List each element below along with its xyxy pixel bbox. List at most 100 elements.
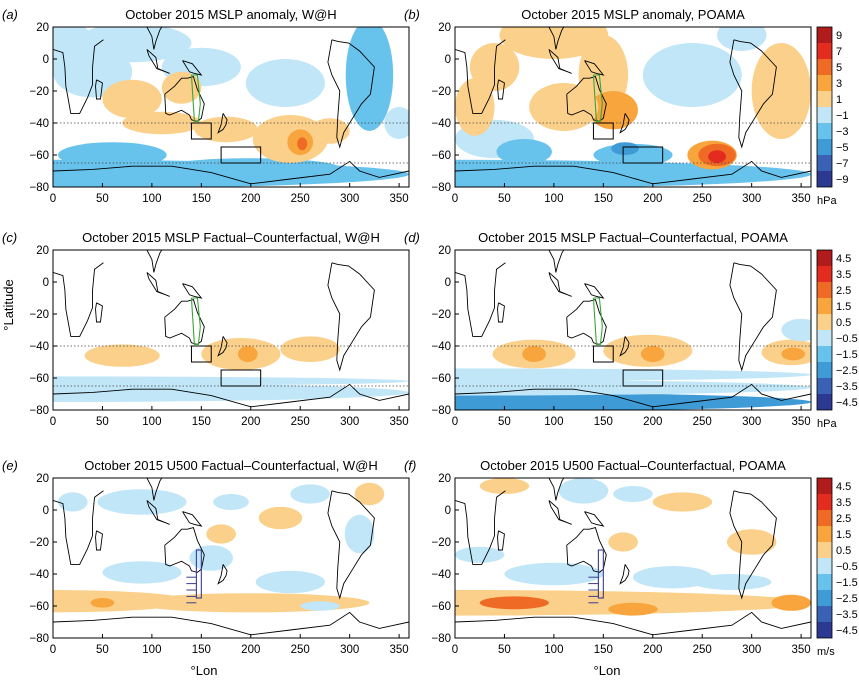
x-tick-label: 350 bbox=[792, 644, 811, 656]
y-tick-label: −80 bbox=[29, 633, 49, 645]
colorbar-swatch bbox=[817, 123, 832, 139]
x-tick-label: 100 bbox=[544, 644, 563, 656]
x-tick-label: 250 bbox=[693, 193, 712, 205]
panels: October 2015 MSLP anomaly, W@H (a) 0 50 100 1… bbox=[2, 7, 812, 656]
colorbar-label: −0.5 bbox=[836, 333, 858, 345]
y-tick-label: −40 bbox=[431, 118, 451, 130]
y-tick-label: 20 bbox=[36, 22, 49, 34]
anomaly-region bbox=[455, 379, 811, 396]
x-tick-label: 300 bbox=[340, 193, 359, 205]
coastlines bbox=[455, 27, 811, 185]
x-tick-label: 200 bbox=[241, 416, 260, 428]
coastline bbox=[217, 336, 228, 357]
colorbar-label: −9 bbox=[836, 174, 849, 186]
coastline bbox=[53, 383, 409, 408]
x-tick-label: 250 bbox=[291, 416, 310, 428]
colorbar-label: 2.5 bbox=[836, 285, 851, 297]
coastline bbox=[729, 490, 777, 600]
coastline bbox=[327, 39, 375, 149]
anomaly-region bbox=[613, 486, 653, 502]
coastline bbox=[455, 262, 506, 337]
x-tick-label: 100 bbox=[544, 193, 563, 205]
colorbar-swatch bbox=[817, 362, 832, 378]
anomaly-region bbox=[611, 142, 639, 156]
coastlines bbox=[455, 250, 811, 408]
colorbar-label: 1.5 bbox=[836, 529, 851, 541]
anomaly-region bbox=[558, 478, 609, 504]
colorbar-swatch bbox=[817, 346, 832, 362]
coastline bbox=[566, 299, 607, 345]
panel-c: October 2015 MSLP Factual–Counterfactual… bbox=[2, 230, 410, 428]
plot-frame bbox=[52, 26, 410, 188]
anomaly-region bbox=[354, 482, 385, 506]
y-tick-label: −40 bbox=[29, 569, 49, 581]
colorbar-unit: m/s bbox=[817, 646, 835, 658]
southern-ocean-box bbox=[220, 146, 262, 164]
y-tick-label: −80 bbox=[431, 182, 451, 194]
anomaly-region bbox=[310, 118, 350, 144]
colorbar-frame bbox=[816, 26, 833, 188]
colorbars: 9 7 5 3 1 −1 −3 −5 −7 −9 hPa 4.5 3.5 2.5 1.5 0.5 −0.5 −1.… bbox=[816, 26, 858, 658]
plot-frame bbox=[52, 477, 410, 639]
anomaly-region bbox=[258, 506, 303, 530]
panel-letter: (a) bbox=[2, 7, 18, 22]
coastline bbox=[182, 283, 203, 299]
coastline bbox=[217, 564, 228, 585]
anomaly-region bbox=[529, 83, 599, 131]
colorbar-label: −4.5 bbox=[836, 625, 858, 637]
shaded-field bbox=[53, 478, 409, 638]
anomaly-region bbox=[608, 532, 638, 552]
x-tick-label: 350 bbox=[390, 644, 409, 656]
coastline bbox=[729, 262, 777, 372]
y-tick-label: 0 bbox=[43, 277, 49, 289]
x-tick-label: 0 bbox=[50, 644, 56, 656]
anomaly-region bbox=[189, 545, 233, 571]
y-tick-label: 0 bbox=[43, 54, 49, 66]
anomaly-region bbox=[455, 78, 495, 136]
x-axis-label-left: °Lon bbox=[191, 663, 218, 678]
shaded-field bbox=[455, 478, 811, 638]
plot-frame bbox=[52, 249, 410, 411]
anomaly-region bbox=[53, 376, 409, 386]
x-tick-label: 100 bbox=[142, 193, 161, 205]
anomaly-region bbox=[652, 492, 713, 512]
x-tick-label: 150 bbox=[594, 416, 613, 428]
colorbar-2: 4.5 3.5 2.5 1.5 0.5 −0.5 −1.5 −2.5 −3.5 −4.5m/s bbox=[816, 477, 858, 658]
coastline bbox=[619, 113, 630, 134]
coastline bbox=[327, 262, 375, 372]
x-tick-label: 350 bbox=[390, 416, 409, 428]
colorbar-swatch bbox=[817, 298, 832, 314]
colorbar-label: −7 bbox=[836, 158, 849, 170]
colorbar-label: 5 bbox=[836, 62, 842, 74]
coastline bbox=[548, 27, 565, 50]
anomaly-region bbox=[53, 382, 409, 402]
colorbar-swatch bbox=[817, 282, 832, 298]
panel-f: October 2015 U500 Factual–Counterfactual… bbox=[404, 458, 812, 656]
colorbar-label: −5 bbox=[836, 142, 849, 154]
y-tick-label: −80 bbox=[431, 405, 451, 417]
panel-title: October 2015 MSLP anomaly, POAMA bbox=[521, 7, 745, 22]
panel-letter: (b) bbox=[404, 7, 420, 22]
anomaly-region bbox=[280, 336, 340, 363]
coastlines bbox=[53, 27, 409, 185]
coastline bbox=[95, 530, 103, 551]
coastline bbox=[146, 27, 163, 50]
colorbar-label: 4.5 bbox=[836, 481, 851, 493]
colorbar-label: −3 bbox=[836, 126, 849, 138]
colorbar-swatch bbox=[817, 510, 832, 526]
panel-title: October 2015 MSLP anomaly, W@H bbox=[125, 7, 336, 22]
anomaly-region bbox=[455, 590, 811, 616]
coastline bbox=[146, 250, 163, 273]
anomaly-region bbox=[57, 142, 167, 168]
coastline bbox=[497, 530, 505, 551]
anomaly-region bbox=[640, 346, 665, 362]
anomaly-region bbox=[97, 489, 187, 515]
panel-title: October 2015 U500 Factual–Counterfactual… bbox=[84, 458, 378, 473]
panel-letter: (f) bbox=[404, 458, 416, 473]
x-tick-label: 50 bbox=[96, 644, 109, 656]
x-tick-label: 100 bbox=[544, 416, 563, 428]
coastlines bbox=[53, 250, 409, 408]
colorbar-swatch bbox=[817, 622, 832, 638]
shaded-field bbox=[53, 27, 409, 187]
x-tick-label: 0 bbox=[452, 416, 458, 428]
